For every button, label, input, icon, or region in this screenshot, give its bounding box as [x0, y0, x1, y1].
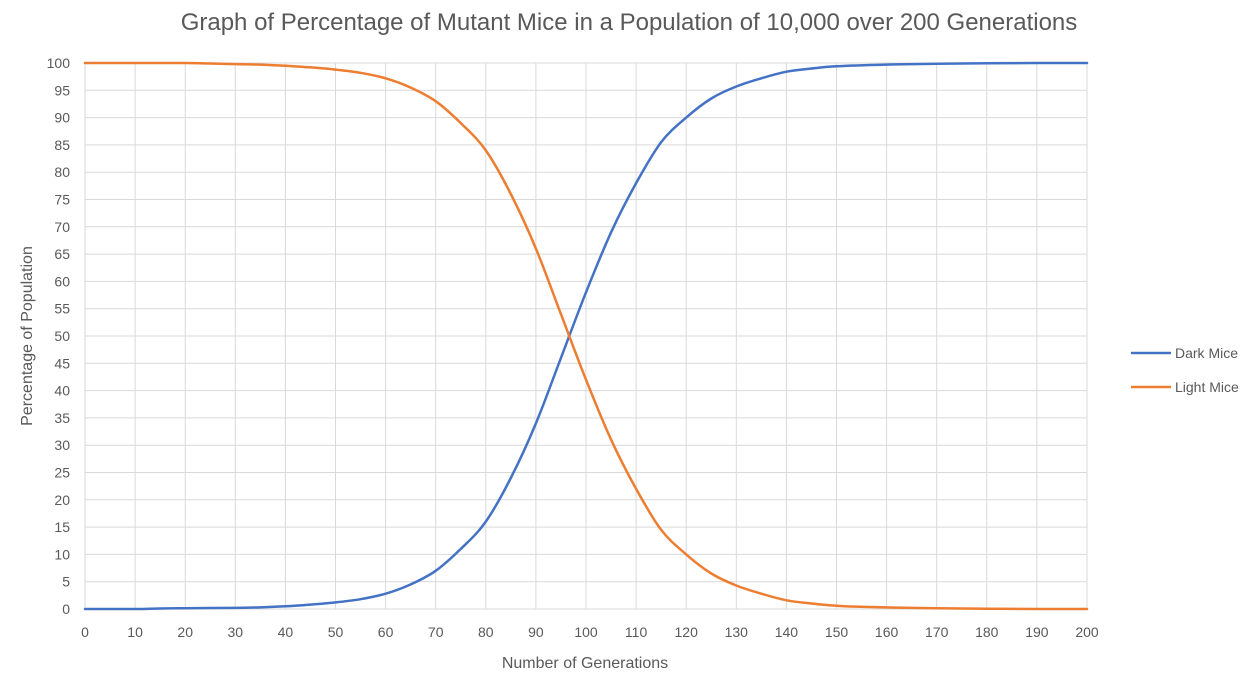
x-tick-label: 120 — [675, 624, 699, 640]
x-tick-label: 190 — [1025, 624, 1049, 640]
y-tick-label: 65 — [54, 246, 70, 262]
x-tick-label: 50 — [328, 624, 344, 640]
x-axis-ticks: 0 10 20 30 40 50 60 70 80 90 100 110 120 130 140 150 160… — [81, 624, 1099, 640]
x-tick-label: 30 — [228, 624, 244, 640]
grid — [84, 62, 1088, 610]
y-tick-label: 55 — [54, 301, 70, 317]
x-tick-label: 160 — [875, 624, 899, 640]
y-tick-label: 40 — [54, 383, 70, 399]
x-tick-label: 180 — [975, 624, 999, 640]
y-tick-label: 75 — [54, 192, 70, 208]
x-tick-label: 70 — [428, 624, 444, 640]
x-axis-label: Number of Generations — [502, 655, 668, 672]
y-tick-label: 90 — [54, 110, 70, 126]
x-tick-label: 150 — [825, 624, 849, 640]
x-tick-label: 140 — [775, 624, 799, 640]
y-tick-label: 100 — [47, 55, 71, 71]
y-tick-label: 50 — [54, 328, 70, 344]
y-axis-label: Percentage of Population — [19, 246, 36, 426]
y-tick-label: 95 — [54, 82, 70, 98]
y-tick-label: 10 — [54, 546, 70, 562]
x-tick-label: 170 — [925, 624, 949, 640]
legend-label-light-mice: Light Mice — [1175, 379, 1239, 395]
x-tick-label: 130 — [725, 624, 749, 640]
x-tick-label: 100 — [574, 624, 598, 640]
y-tick-label: 5 — [62, 574, 70, 590]
x-tick-label: 200 — [1075, 624, 1099, 640]
y-axis-ticks: 0 5 10 15 20 25 30 35 40 45 50 55 60 65 70 75 80 85 90 95 10… — [47, 55, 71, 617]
y-tick-label: 45 — [54, 355, 70, 371]
x-tick-label: 0 — [81, 624, 89, 640]
x-tick-label: 90 — [528, 624, 544, 640]
legend: Dark Mice Light Mice — [1131, 345, 1239, 395]
y-tick-label: 60 — [54, 273, 70, 289]
x-tick-label: 40 — [278, 624, 294, 640]
y-tick-label: 30 — [54, 437, 70, 453]
x-tick-label: 60 — [378, 624, 394, 640]
y-tick-label: 15 — [54, 519, 70, 535]
series-lines — [83, 61, 1089, 611]
y-tick-label: 0 — [62, 601, 70, 617]
x-tick-label: 20 — [177, 624, 193, 640]
y-tick-label: 20 — [54, 492, 70, 508]
y-tick-label: 85 — [54, 137, 70, 153]
chart-title: Graph of Percentage of Mutant Mice in a … — [181, 9, 1078, 36]
x-tick-label: 110 — [625, 624, 648, 640]
y-tick-label: 35 — [54, 410, 70, 426]
series-line-light-mice — [83, 61, 1089, 611]
legend-label-dark-mice: Dark Mice — [1175, 345, 1238, 361]
x-tick-label: 80 — [478, 624, 494, 640]
y-tick-label: 80 — [54, 164, 70, 180]
x-tick-label: 10 — [127, 624, 143, 640]
y-tick-label: 70 — [54, 219, 70, 235]
y-tick-label: 25 — [54, 465, 70, 481]
series-line-dark-mice — [83, 61, 1089, 611]
